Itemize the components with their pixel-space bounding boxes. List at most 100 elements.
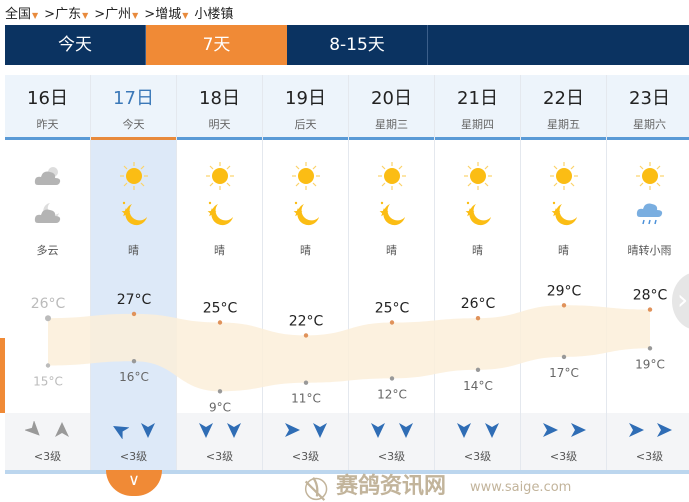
dropdown-arrow-icon: ▼ xyxy=(182,11,189,20)
wind-direction-icon xyxy=(398,423,413,438)
cloudy-icon xyxy=(32,161,64,191)
weather-text: 晴 xyxy=(472,244,483,257)
day-column[interactable]: 20日 星期三 晴 <3级 xyxy=(349,75,435,470)
rain-icon xyxy=(634,199,666,229)
wind-direction-icon xyxy=(484,423,499,438)
tab-8-15days[interactable]: 8-15天 xyxy=(287,25,428,65)
moon-icon xyxy=(290,199,322,229)
breadcrumb-item[interactable]: >广东▼ xyxy=(44,3,88,22)
day-header: 19日后天 xyxy=(263,75,348,140)
day-label: 星期三 xyxy=(375,118,408,131)
wind-level: <3级 xyxy=(33,450,62,463)
wind-direction-icon xyxy=(284,423,300,437)
wind-row: <3级 xyxy=(177,413,262,470)
day-date: 22日 xyxy=(543,88,584,109)
day-header: 18日 明天 xyxy=(177,75,262,140)
cloudy-night-icon xyxy=(32,199,64,229)
sun-icon xyxy=(462,161,494,191)
sun-icon xyxy=(634,161,666,191)
wind-level: <3级 xyxy=(205,450,234,463)
wind-direction-icon xyxy=(370,423,385,438)
wind-direction-icon xyxy=(54,422,69,437)
chevron-down-icon: ∨ xyxy=(128,470,140,489)
sun-icon xyxy=(118,161,150,191)
weather-text: 晴 xyxy=(128,244,139,257)
day-date: 20日 xyxy=(371,88,412,109)
wind-direction-icon xyxy=(140,423,155,438)
wind-level: <3级 xyxy=(119,450,148,463)
day-date: 18日 xyxy=(199,88,240,109)
wind-direction-icon xyxy=(456,423,471,438)
wind-level: <3级 xyxy=(291,450,320,463)
day-header: 17日 今天 xyxy=(91,75,176,140)
wind-direction-icon xyxy=(23,420,40,436)
moon-icon xyxy=(118,199,150,229)
watermark-url: www.saige.com xyxy=(470,480,572,495)
wind-row: <3级 xyxy=(521,413,606,470)
wind-direction-icon xyxy=(112,426,130,440)
day-label: 后天 xyxy=(294,118,317,131)
tab-today[interactable]: 今天 xyxy=(5,25,146,65)
watermark-name: 赛鸽资讯网 xyxy=(336,474,447,499)
breadcrumb-item[interactable]: >增城▼ xyxy=(144,3,188,22)
moon-icon xyxy=(376,199,408,229)
day-column[interactable]: 18日 明天 晴 <3级 xyxy=(177,75,263,470)
day-header: 21日星期四 xyxy=(435,75,520,140)
weather-text: 晴 xyxy=(300,244,311,257)
tab-bar: 今天 7天 8-15天 xyxy=(5,25,689,65)
wind-direction-icon xyxy=(656,423,672,437)
weather-text: 晴转小雨 xyxy=(627,244,672,257)
breadcrumb: 全国▼ >广东▼ >广州▼ >增城▼ 小楼镇 xyxy=(5,3,233,22)
dropdown-arrow-icon: ▼ xyxy=(32,11,39,20)
breadcrumb-label: 小楼镇 xyxy=(194,7,234,22)
day-label: 昨天 xyxy=(36,118,59,131)
wind-row: <3级 xyxy=(91,413,176,470)
wind-row: <3级 xyxy=(435,413,520,470)
watermark: 赛鸽资讯网 www.saige.com xyxy=(300,474,689,502)
breadcrumb-label: >广州 xyxy=(94,7,132,22)
sun-icon xyxy=(376,161,408,191)
forecast-grid: 16日 昨天 多云 <3级 17日 今天 晴 <3级 18日 明天 晴 <3级 19日 后天 … xyxy=(5,75,689,470)
weather-text: 多云 xyxy=(36,244,59,257)
day-date: 17日 xyxy=(113,88,154,109)
day-date: 19日 xyxy=(285,88,326,109)
sun-icon xyxy=(290,161,322,191)
day-date: 23日 xyxy=(629,88,670,109)
wind-level: <3级 xyxy=(635,450,664,463)
day-date: 21日 xyxy=(457,88,498,109)
chevron-right-icon: › xyxy=(677,283,689,316)
breadcrumb-label: >增城 xyxy=(144,7,182,22)
moon-icon xyxy=(204,199,236,229)
wind-level: <3级 xyxy=(549,450,578,463)
prev-edge[interactable] xyxy=(0,338,5,413)
next-button[interactable]: › xyxy=(672,272,689,330)
wind-level: <3级 xyxy=(377,450,406,463)
day-column[interactable]: 17日 今天 晴 <3级 xyxy=(91,75,177,470)
divider xyxy=(5,470,689,474)
day-column[interactable]: 19日后天 晴 <3级 xyxy=(263,75,349,470)
breadcrumb-item[interactable]: 小楼镇 xyxy=(194,3,233,22)
wind-row: <3级 xyxy=(5,413,90,470)
day-label: 星期五 xyxy=(547,118,580,131)
day-column[interactable]: 22日星期五 晴 <3级 xyxy=(521,75,607,470)
day-label: 星期四 xyxy=(461,118,494,131)
day-date: 16日 xyxy=(27,88,68,109)
day-column[interactable]: 16日昨天 多云 <3级 xyxy=(5,75,91,470)
dropdown-arrow-icon: ▼ xyxy=(132,11,139,20)
wind-row: <3级 xyxy=(607,413,689,470)
wind-direction-icon xyxy=(542,423,558,437)
breadcrumb-item[interactable]: >广州▼ xyxy=(94,3,138,22)
breadcrumb-label: 全国 xyxy=(5,7,32,22)
breadcrumb-item[interactable]: 全国▼ xyxy=(5,3,38,22)
sun-icon xyxy=(548,161,580,191)
day-header: 16日昨天 xyxy=(5,75,90,140)
day-label: 星期六 xyxy=(633,118,666,131)
tab-7days[interactable]: 7天 xyxy=(146,25,287,65)
dropdown-arrow-icon: ▼ xyxy=(82,11,89,20)
expand-button[interactable]: ∨ xyxy=(106,470,162,496)
day-column[interactable]: 23日星期六 晴转小雨 <3级 xyxy=(607,75,689,470)
wind-row: <3级 xyxy=(263,413,348,470)
wind-level: <3级 xyxy=(463,450,492,463)
day-column[interactable]: 21日星期四 晴 <3级 xyxy=(435,75,521,470)
weather-text: 晴 xyxy=(558,244,569,257)
